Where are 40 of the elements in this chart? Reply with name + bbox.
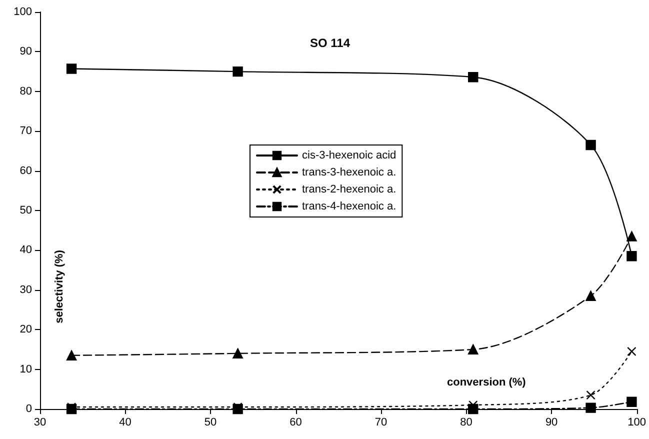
text: SO 114 — [310, 36, 350, 50]
point — [468, 72, 478, 82]
y-tick-label: 50 — [20, 204, 32, 216]
x-tick-label: 60 — [290, 416, 302, 428]
y-tick-label: 90 — [20, 46, 32, 58]
y-tick-label: 0 — [26, 403, 32, 415]
y-tick-label: 60 — [20, 164, 32, 177]
legend-label: trans-3-hexenoic a. — [302, 166, 396, 178]
y-axis-title: selectivity (%) — [54, 250, 66, 324]
x-tick-label: 40 — [119, 416, 132, 428]
x-tick-label: 50 — [204, 416, 217, 428]
x-tick-label: 80 — [460, 416, 472, 428]
y-tick-label: 30 — [20, 284, 32, 296]
point — [586, 140, 596, 150]
legend-label: trans-2-hexenoic a. — [302, 184, 396, 196]
y-tick-label: 100 — [14, 6, 32, 18]
point — [232, 348, 243, 359]
x-tick-label: 90 — [545, 416, 558, 428]
point — [626, 396, 637, 407]
y-tick-label: 40 — [20, 244, 32, 256]
y-tick-label: 80 — [20, 85, 32, 98]
point — [586, 290, 596, 301]
x-tick-label: 30 — [34, 416, 46, 428]
y-tick-label: 20 — [20, 324, 32, 336]
point — [232, 66, 243, 77]
point — [626, 251, 637, 262]
point — [66, 350, 77, 361]
point — [468, 344, 478, 355]
point — [626, 231, 637, 242]
legend-label: cis-3-hexenoic acid — [302, 150, 396, 162]
point — [627, 346, 636, 356]
y-tick-label: 10 — [20, 363, 32, 376]
point — [66, 64, 77, 74]
x-tick-label: 100 — [628, 416, 646, 428]
x-axis-title: conversion (%) — [447, 376, 526, 388]
point — [586, 390, 596, 400]
legend-label: trans-4-hexenoic a. — [302, 200, 396, 212]
point — [586, 402, 596, 413]
y-tick-label: 70 — [20, 125, 32, 138]
x-tick-label: 70 — [374, 416, 388, 428]
